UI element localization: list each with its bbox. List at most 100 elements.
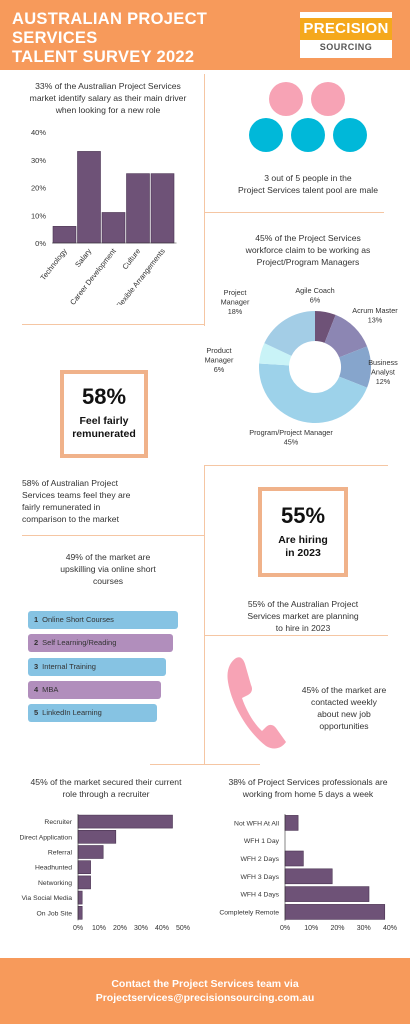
- contacted-caption-line: 45% of the market are: [301, 685, 387, 695]
- title-line-2: TALENT SURVEY 2022: [12, 48, 195, 66]
- upskilling-caption: 49% of the market are upskilling via onl…: [10, 551, 206, 587]
- slice-label: 45%: [284, 438, 299, 447]
- x-tick-label: 50%: [176, 925, 190, 932]
- category-label: Recruiter: [44, 819, 72, 826]
- bar: [77, 890, 83, 905]
- recruiter-caption: 45% of the market secured their current …: [6, 776, 206, 800]
- donut-slice: [259, 343, 292, 366]
- bar: [284, 886, 370, 902]
- salary-caption-line: when looking for a new role: [55, 105, 161, 115]
- upskilling-rank: 4: [34, 685, 39, 694]
- footer-banner: [0, 958, 410, 1024]
- bar: [77, 860, 91, 875]
- salary-caption: 33% of the Australian Project Services m…: [10, 80, 206, 116]
- divider-right-2: [205, 465, 388, 466]
- hiring-stat-box: 55% Are hiring in 2023: [258, 487, 348, 577]
- remunerated-caption-line: Services teams feel they are: [22, 490, 131, 500]
- upskilling-rank: 5: [34, 708, 39, 717]
- upskilling-label: Online Short Courses: [42, 615, 114, 624]
- upskilling-rank: 2: [34, 638, 39, 647]
- upskilling-label: MBA: [42, 685, 59, 694]
- category-label: Not WFH At All: [234, 820, 279, 827]
- x-tick-label: 10%: [304, 925, 318, 932]
- divider-left-1: [22, 324, 205, 325]
- donut-slice: [259, 363, 368, 424]
- male-person-icon: [291, 118, 325, 152]
- upskilling-label: Internal Training: [42, 662, 96, 671]
- gender-caption: 3 out of 5 people in the Project Service…: [208, 172, 408, 196]
- wfh-caption-line: working from home 5 days a week: [242, 789, 374, 799]
- divider-center: [150, 764, 260, 765]
- slice-label: Project: [224, 288, 247, 297]
- divider-right-1: [204, 212, 384, 213]
- slice-label: Product: [206, 346, 231, 355]
- gender-caption-line: 3 out of 5 people in the: [264, 173, 352, 183]
- salary-caption-line: market identify salary as their main dri…: [29, 93, 187, 103]
- upskilling-label: LinkedIn Learning: [42, 708, 102, 717]
- remunerated-value: 58%: [81, 384, 127, 409]
- gender-icons: [249, 82, 367, 152]
- category-label: WFH 3 Days: [240, 874, 279, 881]
- category-label: WFH 4 Days: [240, 892, 279, 899]
- donut-slice: [324, 314, 368, 358]
- upskilling-rank: 3: [34, 662, 39, 671]
- bar: [126, 173, 150, 244]
- x-tick-label: 20%: [113, 925, 127, 932]
- bar: [77, 875, 91, 890]
- gender-caption-line: Project Services talent pool are male: [238, 185, 378, 195]
- x-tick-label: 0%: [73, 925, 83, 932]
- upskilling-caption-line: 49% of the market are: [65, 552, 151, 562]
- divider-right-3: [205, 635, 388, 636]
- remunerated-caption-line: fairly remunerated in: [22, 502, 101, 512]
- category-label: Networking: [38, 880, 72, 887]
- bar: [52, 226, 77, 244]
- hiring-label-1: Are hiring: [278, 534, 328, 546]
- bar: [77, 906, 83, 920]
- upskilling-item-2: 2 Self Learning/Reading: [28, 634, 173, 652]
- donut-slice: [264, 311, 315, 356]
- precision-sourcing-logo: PRECISION SOURCING: [300, 12, 392, 58]
- bar: [77, 829, 117, 844]
- category-label: WFH 2 Days: [240, 856, 279, 863]
- slice-label: Manager: [205, 356, 234, 365]
- page-title: AUSTRALIAN PROJECT SERVICES TALENT SURVE…: [12, 10, 292, 67]
- category-label: Via Social Media: [21, 895, 72, 902]
- remunerated-stat-box: 58% Feel fairly remunerated: [60, 370, 148, 458]
- wfh-caption: 38% of Project Services professionals ar…: [208, 776, 408, 800]
- bar: [284, 815, 299, 831]
- contacted-caption: 45% of the market are contacted weekly a…: [290, 684, 398, 732]
- x-tick-label: Culture: [120, 247, 142, 272]
- footer-line-1: Contact the Project Services team via: [111, 978, 299, 990]
- x-tick-label: 0%: [280, 925, 290, 932]
- x-tick-label: Technology: [38, 247, 69, 283]
- phone-icon: [227, 657, 286, 749]
- y-tick-label: 40%: [31, 128, 46, 137]
- upskilling-caption-line: upskilling via online short: [60, 564, 156, 574]
- category-label: Direct Application: [19, 834, 72, 841]
- x-tick-label: 30%: [357, 925, 371, 932]
- x-tick-label: 40%: [383, 925, 397, 932]
- x-tick-label: 20%: [330, 925, 344, 932]
- slice-label: Business: [368, 358, 398, 367]
- male-person-icon: [333, 118, 367, 152]
- slice-label: 18%: [228, 307, 243, 316]
- category-label: Headhunted: [35, 865, 72, 872]
- bar: [284, 904, 386, 920]
- salary-caption-line: 33% of the Australian Project Services: [35, 81, 181, 91]
- bar: [284, 868, 333, 885]
- x-tick-label: Career Development: [68, 246, 118, 305]
- remunerated-caption-line: comparison to the market: [22, 514, 119, 524]
- remunerated-caption: 58% of Australian Project Services teams…: [22, 477, 192, 525]
- upskilling-rank: 1: [34, 615, 39, 624]
- x-tick-label: Flexible Arrangements: [114, 246, 167, 305]
- footer-email-link[interactable]: Projectservices@precisionsourcing.com.au: [95, 992, 315, 1004]
- hiring-caption-line: Services market are planning: [247, 611, 359, 621]
- female-person-icon: [311, 82, 345, 116]
- remunerated-label-1: Feel fairly: [79, 415, 129, 427]
- slice-label: 12%: [376, 377, 391, 386]
- y-tick-label: 30%: [31, 156, 46, 165]
- role-source-bar-chart: Recruiter Direct Application Referral Headh…: [19, 814, 190, 932]
- slice-label: Agile Coach: [295, 286, 334, 295]
